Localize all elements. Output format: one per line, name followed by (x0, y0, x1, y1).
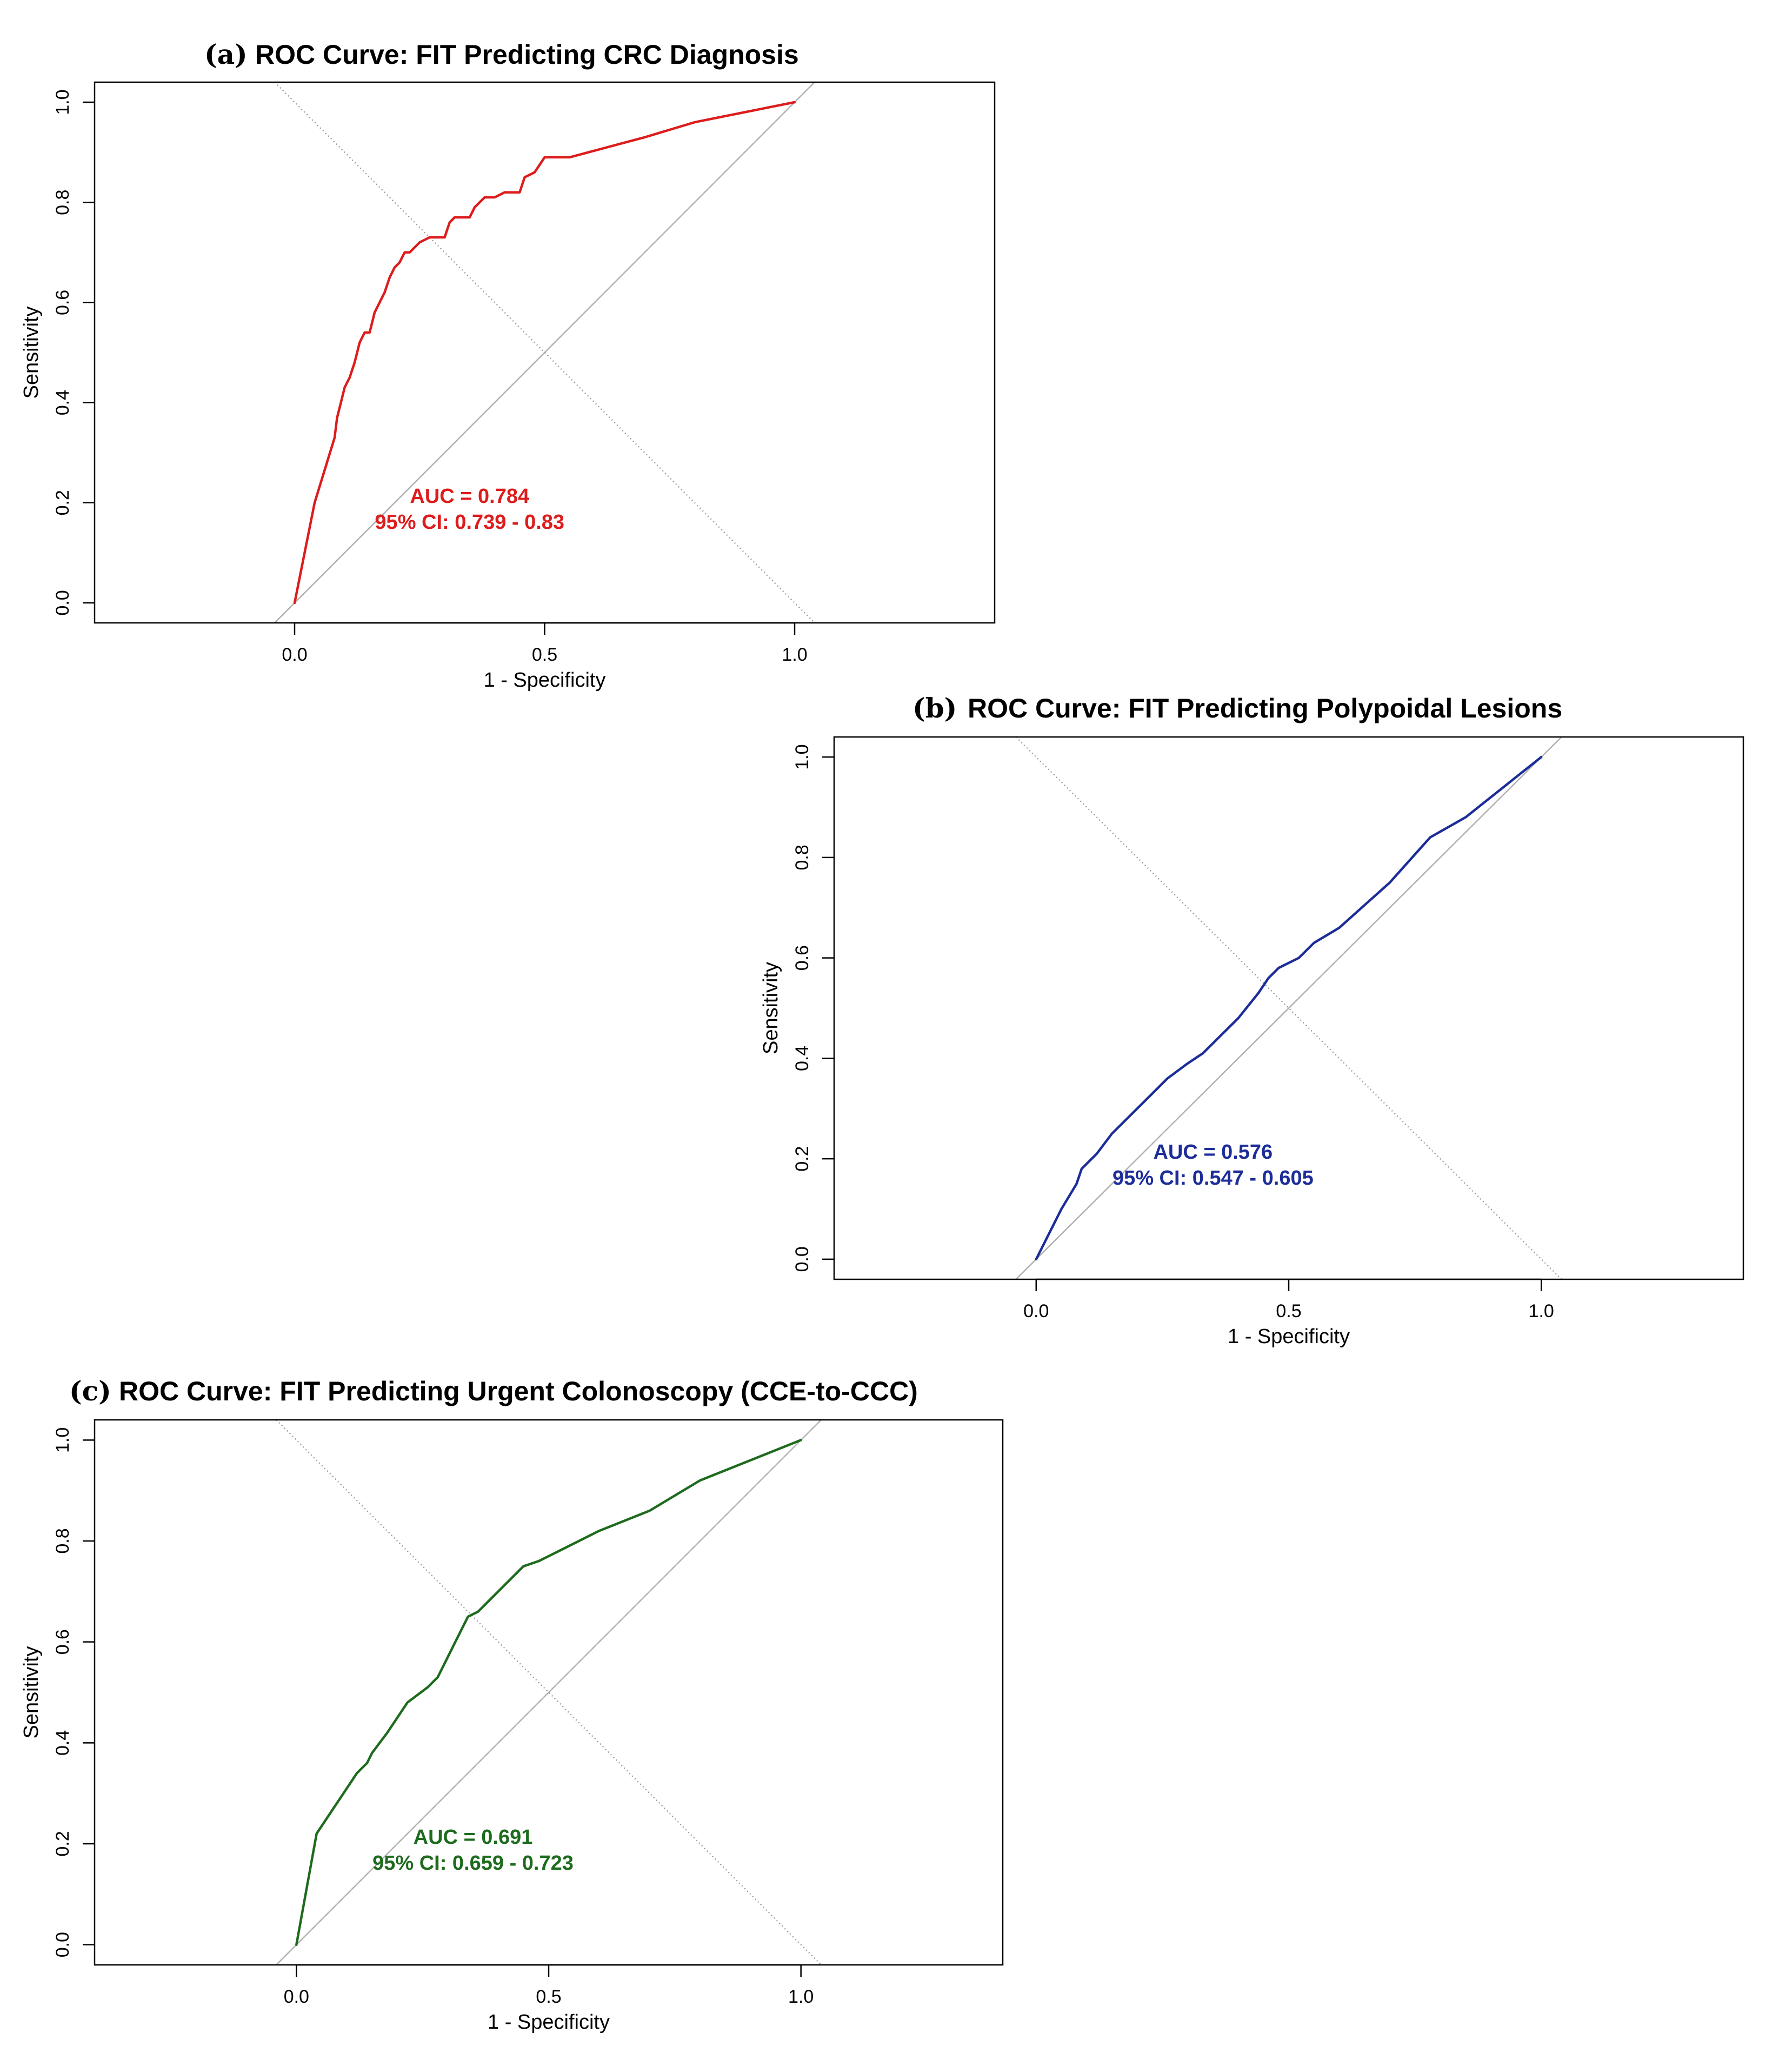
chart-title: ROC Curve: FIT Predicting CRC Diagnosis (255, 39, 799, 70)
y-tick-label: 1.0 (52, 1427, 73, 1453)
chance-diagonal-line (274, 82, 815, 623)
chance-diagonal-line (276, 1420, 822, 1965)
y-tick-label: 0.4 (52, 1730, 73, 1756)
y-tick-label: 1.0 (792, 745, 812, 770)
x-tick-label: 0.0 (284, 1987, 309, 2007)
x-tick-label: 1.0 (1529, 1301, 1554, 1321)
x-tick-label: 0.0 (282, 645, 307, 665)
auc-ci-label: 95% CI: 0.659 - 0.723 (372, 1852, 574, 1875)
x-tick-label: 0.0 (1023, 1301, 1049, 1321)
y-tick-label: 0.6 (52, 1629, 73, 1655)
chance-diagonal-line (1015, 737, 1562, 1279)
x-tick-label: 1.0 (782, 645, 807, 665)
chart-panel-b: (b) ROC Curve: FIT Predicting Polypoidal … (760, 692, 1744, 1348)
y-tick-label: 0.0 (792, 1246, 812, 1272)
panel-letter: (c) (69, 1375, 111, 1407)
chart-panel-a: (a) ROC Curve: FIT Predicting CRC Diagnos… (20, 38, 996, 692)
roc-curve-line (1035, 755, 1543, 1261)
y-tick-label: 0.8 (52, 190, 73, 215)
y-tick-label: 0.8 (792, 845, 812, 870)
y-tick-label: 1.0 (52, 89, 73, 115)
x-axis-label: 1 - Specificity (484, 669, 606, 692)
y-axis-label: Sensitivity (20, 1646, 43, 1738)
y-tick-label: 0.2 (52, 490, 73, 515)
y-tick-label: 0.6 (792, 945, 812, 971)
x-tick-label: 0.5 (532, 645, 557, 665)
x-tick-label: 0.5 (1276, 1301, 1301, 1321)
y-axis-label: Sensitivity (760, 962, 782, 1054)
auc-value-label: AUC = 0.576 (1153, 1141, 1273, 1164)
auc-value-label: AUC = 0.691 (414, 1826, 533, 1849)
y-tick-label: 0.2 (52, 1831, 73, 1856)
chart-panel-c: (c) ROC Curve: FIT Predicting Urgent Colo… (20, 1375, 1004, 2034)
y-axis-label: Sensitivity (20, 306, 43, 398)
chart-title: ROC Curve: FIT Predicting Urgent Colonos… (119, 1376, 918, 1406)
y-tick-label: 0.8 (52, 1528, 73, 1553)
y-tick-label: 0.6 (52, 290, 73, 315)
x-tick-label: 0.5 (536, 1987, 561, 2007)
x-axis-label: 1 - Specificity (488, 2011, 610, 2034)
y-tick-label: 0.0 (52, 590, 73, 615)
y-tick-label: 0.2 (792, 1146, 812, 1171)
y-tick-label: 0.4 (792, 1046, 812, 1071)
x-axis-label: 1 - Specificity (1228, 1325, 1350, 1348)
auc-ci-label: 95% CI: 0.547 - 0.605 (1112, 1167, 1314, 1190)
panel-letter: (a) (204, 38, 248, 70)
x-tick-label: 1.0 (788, 1987, 814, 2007)
roc-curve-line (293, 101, 796, 604)
y-tick-label: 0.4 (52, 390, 73, 415)
auc-value-label: AUC = 0.784 (410, 485, 529, 508)
chart-title: ROC Curve: FIT Predicting Polypoidal Les… (968, 693, 1562, 723)
panel-letter: (b) (912, 692, 957, 724)
anti-diagonal-dotted-line (274, 82, 815, 623)
auc-ci-label: 95% CI: 0.739 - 0.83 (375, 511, 564, 534)
roc-curve-line (295, 1439, 802, 1946)
y-tick-label: 0.0 (52, 1932, 73, 1957)
